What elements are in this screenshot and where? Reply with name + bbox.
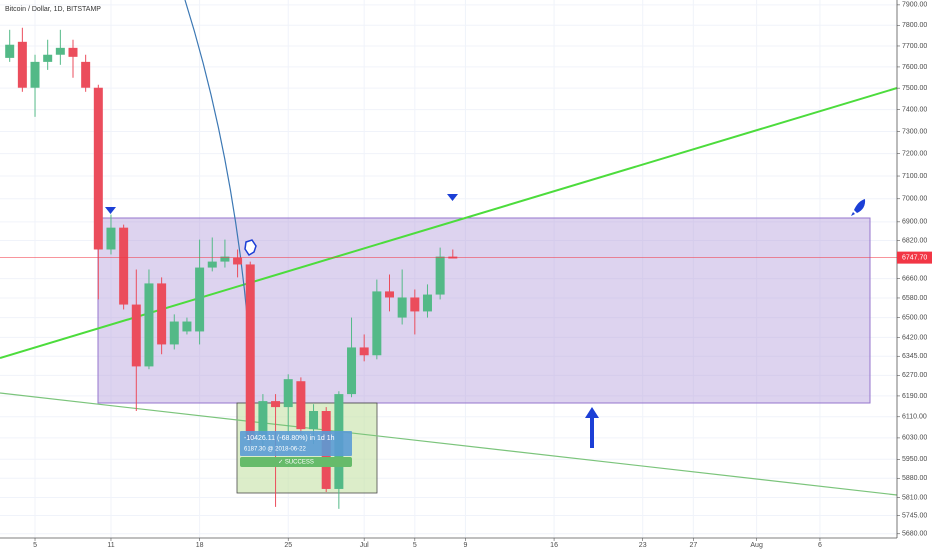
candle-body — [169, 321, 179, 345]
tooltip — [240, 431, 352, 456]
x-tick-label: 27 — [689, 542, 697, 549]
y-tick-label: 6190.00 — [902, 393, 927, 400]
x-tick-label: Jul — [360, 542, 369, 549]
y-tick-label: 6580.00 — [902, 295, 927, 302]
candle-body — [422, 294, 432, 312]
candle-body — [55, 47, 65, 55]
overlay: -10426.11 (-68.80%) in 1d 1h 6187.30 @ 2… — [105, 194, 866, 467]
axis-labels: 7900.00 7800.00 7700.00 7600.00 7500.00 7400.… — [33, 2, 932, 549]
y-tick-label: 6420.00 — [902, 334, 927, 341]
candle-body — [245, 264, 255, 439]
status-text: ✓ SUCCESS — [278, 460, 314, 466]
rocket-icon — [851, 199, 866, 216]
x-tick-label: 6 — [818, 542, 822, 549]
grid — [0, 0, 897, 538]
y-tick-label: 7900.00 — [902, 2, 927, 9]
y-tick-label: 7700.00 — [902, 43, 927, 50]
y-tick-label: 6110.00 — [902, 414, 927, 421]
y-tick-label: 7000.00 — [902, 196, 927, 203]
candle-body — [144, 283, 154, 367]
range-box — [97, 217, 871, 404]
candle-body — [5, 44, 15, 58]
candle-body — [397, 297, 407, 318]
candle-body — [17, 41, 27, 88]
y-tick-label: 7200.00 — [902, 150, 927, 157]
candle-body — [119, 227, 129, 305]
status-badge — [240, 457, 352, 467]
y-tick-label: 7100.00 — [902, 173, 927, 180]
down-marker — [105, 207, 116, 214]
y-tick-label: 6660.00 — [902, 275, 927, 282]
candle-body — [43, 54, 53, 62]
y-tick-label: 6820.00 — [902, 237, 927, 244]
candle-body — [157, 283, 167, 345]
y-tick-label: 6270.00 — [902, 372, 927, 379]
y-tick-label: 6030.00 — [902, 435, 927, 442]
candle-body — [30, 61, 40, 88]
y-tick-label: 6900.00 — [902, 219, 927, 226]
curve — [184, 0, 249, 326]
x-tick-label: 11 — [107, 542, 114, 549]
tooltip-text: -10426.11 (-68.80%) in 1d 1h — [244, 435, 335, 442]
chart-title: Bitcoin / Dollar, 1D, BITSTAMP — [5, 6, 101, 13]
price-label: 6747.70 — [902, 254, 927, 261]
candle-body — [93, 87, 103, 250]
candle-body — [106, 227, 116, 250]
up-arrow — [585, 407, 599, 448]
candle-body — [233, 257, 243, 265]
x-tick-label: 5 — [413, 542, 417, 549]
candle-body — [347, 347, 357, 395]
y-tick-label: 7600.00 — [902, 64, 927, 71]
y-tick-label: 5950.00 — [902, 456, 927, 463]
y-tick-label: 5680.00 — [902, 531, 927, 538]
candle-body — [359, 347, 369, 356]
x-tick-label: 23 — [639, 542, 647, 549]
x-tick-label: 5 — [33, 542, 37, 549]
x-tick-label: Aug — [750, 542, 763, 549]
candle-body — [258, 401, 268, 439]
candle-body — [271, 401, 281, 408]
candle-body — [220, 256, 230, 262]
candle-body — [81, 61, 91, 88]
price-axis-bg — [897, 0, 932, 550]
y-tick-label: 5745.00 — [902, 512, 927, 519]
y-tick-label: 7800.00 — [902, 22, 927, 29]
down-marker — [447, 194, 458, 201]
candle-body — [195, 267, 205, 332]
x-tick-label: 16 — [550, 542, 558, 549]
candle-body — [131, 304, 141, 367]
candle-body — [207, 261, 217, 268]
x-tick-label: 18 — [196, 542, 204, 549]
time-axis-bg — [0, 538, 897, 550]
y-tick-label: 5880.00 — [902, 475, 927, 482]
y-tick-label: 6500.00 — [902, 314, 927, 321]
candle-body — [435, 256, 445, 295]
candle-body — [182, 321, 192, 332]
price-label-bg — [897, 251, 932, 264]
candle-body — [296, 381, 306, 430]
hand-icon — [244, 239, 257, 257]
candle-body — [372, 291, 382, 356]
y-tick-label: 6345.00 — [902, 353, 927, 360]
y-tick-label: 7500.00 — [902, 85, 927, 92]
tooltip-text: 6187.30 @ 2018-06-22 — [244, 447, 306, 453]
candle-body — [309, 411, 319, 430]
candle-body — [283, 379, 293, 408]
y-tick-label: 7300.00 — [902, 128, 927, 135]
y-tick-label: 7400.00 — [902, 107, 927, 114]
x-tick-label: 9 — [464, 542, 468, 549]
y-tick-label: 5810.00 — [902, 494, 927, 501]
candle-body — [68, 47, 78, 57]
candle-body — [410, 297, 420, 312]
x-tick-label: 25 — [284, 542, 292, 549]
candle-body — [385, 291, 394, 298]
trend-line — [0, 392, 898, 496]
